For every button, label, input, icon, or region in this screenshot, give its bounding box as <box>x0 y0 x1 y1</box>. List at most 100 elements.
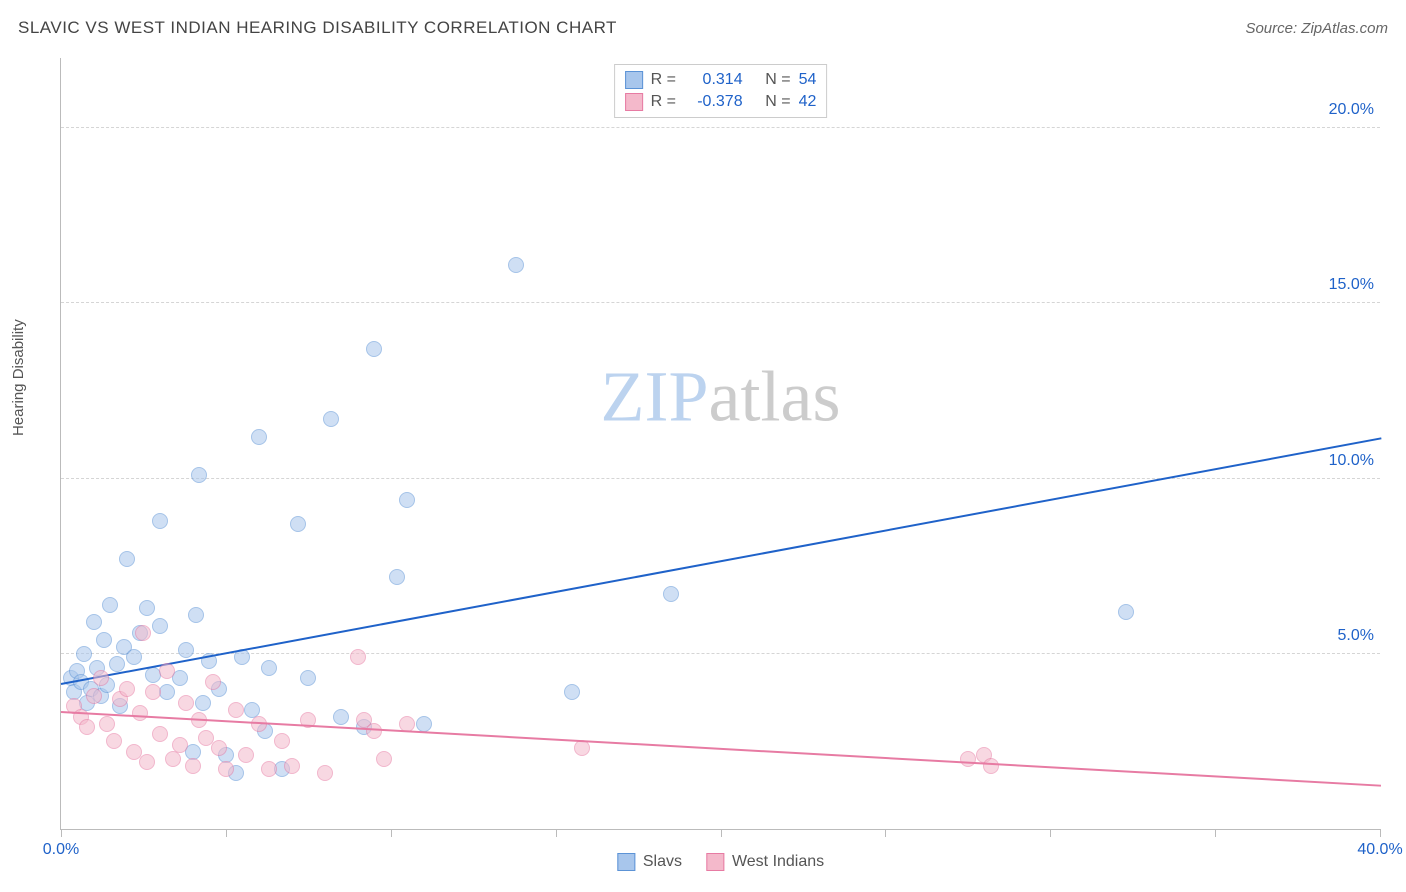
watermark-atlas: atlas <box>709 357 841 437</box>
scatter-point <box>86 688 102 704</box>
x-tick-label: 0.0% <box>43 841 79 859</box>
legend-swatch <box>617 853 635 871</box>
scatter-point <box>366 723 382 739</box>
scatter-point <box>284 758 300 774</box>
scatter-point <box>366 341 382 357</box>
scatter-point <box>416 716 432 732</box>
x-tick <box>226 829 227 837</box>
scatter-point <box>261 660 277 676</box>
x-tick-label: 40.0% <box>1357 841 1402 859</box>
scatter-point <box>508 257 524 273</box>
scatter-point <box>126 649 142 665</box>
scatter-point <box>261 761 277 777</box>
scatter-point <box>102 597 118 613</box>
stats-r-value: 0.314 <box>687 71 743 89</box>
scatter-point <box>389 569 405 585</box>
stats-n-value: 54 <box>799 71 817 89</box>
scatter-point <box>983 758 999 774</box>
scatter-point <box>135 625 151 641</box>
scatter-point <box>139 754 155 770</box>
scatter-point <box>139 600 155 616</box>
scatter-point <box>178 642 194 658</box>
legend-label: Slavs <box>643 853 682 871</box>
gridline <box>61 653 1380 654</box>
scatter-point <box>300 670 316 686</box>
scatter-point <box>152 726 168 742</box>
scatter-point <box>238 747 254 763</box>
scatter-point <box>165 751 181 767</box>
scatter-point <box>211 740 227 756</box>
stats-row: R = 0.314 N = 54 <box>625 69 817 91</box>
stats-n-value: 42 <box>799 93 817 111</box>
scatter-point <box>191 467 207 483</box>
scatter-point <box>185 758 201 774</box>
scatter-point <box>152 513 168 529</box>
legend-item: West Indians <box>706 853 824 871</box>
scatter-point <box>228 702 244 718</box>
x-tick <box>391 829 392 837</box>
scatter-point <box>205 674 221 690</box>
x-tick <box>61 829 62 837</box>
scatter-point <box>274 733 290 749</box>
x-tick <box>1050 829 1051 837</box>
gridline <box>61 302 1380 303</box>
x-tick <box>1380 829 1381 837</box>
chart-header: SLAVIC VS WEST INDIAN HEARING DISABILITY… <box>18 18 1388 38</box>
scatter-point <box>350 649 366 665</box>
x-tick <box>556 829 557 837</box>
y-tick-label: 10.0% <box>1329 452 1374 470</box>
scatter-point <box>333 709 349 725</box>
y-tick-label: 15.0% <box>1329 276 1374 294</box>
legend-swatch <box>625 71 643 89</box>
scatter-plot: ZIPatlas R =0.314N =54R =-0.378N =42 Sla… <box>60 58 1380 830</box>
scatter-point <box>86 614 102 630</box>
scatter-point <box>663 586 679 602</box>
scatter-point <box>79 719 95 735</box>
legend-swatch <box>706 853 724 871</box>
chart-source: Source: ZipAtlas.com <box>1245 20 1388 37</box>
scatter-point <box>119 681 135 697</box>
y-axis-label: Hearing Disability <box>10 319 27 436</box>
scatter-point <box>172 737 188 753</box>
watermark-zip: ZIP <box>601 357 709 437</box>
scatter-point <box>195 695 211 711</box>
scatter-point <box>145 684 161 700</box>
scatter-point <box>376 751 392 767</box>
trend-line <box>61 711 1381 787</box>
scatter-point <box>960 751 976 767</box>
watermark: ZIPatlas <box>601 356 841 439</box>
legend-label: West Indians <box>732 853 824 871</box>
chart-title: SLAVIC VS WEST INDIAN HEARING DISABILITY… <box>18 18 617 38</box>
stats-n-label: N = <box>751 93 791 111</box>
scatter-point <box>96 632 112 648</box>
scatter-point <box>564 684 580 700</box>
scatter-point <box>132 705 148 721</box>
stats-r-label: R = <box>651 71 679 89</box>
x-tick <box>1215 829 1216 837</box>
gridline <box>61 127 1380 128</box>
y-tick-label: 5.0% <box>1338 627 1374 645</box>
correlation-stats-box: R = 0.314 N = 54 R = -0.378 N = 42 <box>614 64 828 118</box>
scatter-point <box>218 761 234 777</box>
scatter-point <box>574 740 590 756</box>
scatter-point <box>317 765 333 781</box>
stats-row: R = -0.378 N = 42 <box>625 91 817 113</box>
scatter-point <box>178 695 194 711</box>
scatter-point <box>106 733 122 749</box>
scatter-point <box>188 607 204 623</box>
scatter-point <box>323 411 339 427</box>
x-tick <box>885 829 886 837</box>
trend-line <box>61 437 1381 685</box>
stats-r-value: -0.378 <box>687 93 743 111</box>
stats-r-label: R = <box>651 93 679 111</box>
gridline <box>61 478 1380 479</box>
x-tick <box>721 829 722 837</box>
scatter-point <box>251 429 267 445</box>
scatter-point <box>93 670 109 686</box>
scatter-point <box>159 663 175 679</box>
stats-n-label: N = <box>751 71 791 89</box>
scatter-point <box>119 551 135 567</box>
legend-item: Slavs <box>617 853 682 871</box>
scatter-point <box>152 618 168 634</box>
y-tick-label: 20.0% <box>1329 101 1374 119</box>
